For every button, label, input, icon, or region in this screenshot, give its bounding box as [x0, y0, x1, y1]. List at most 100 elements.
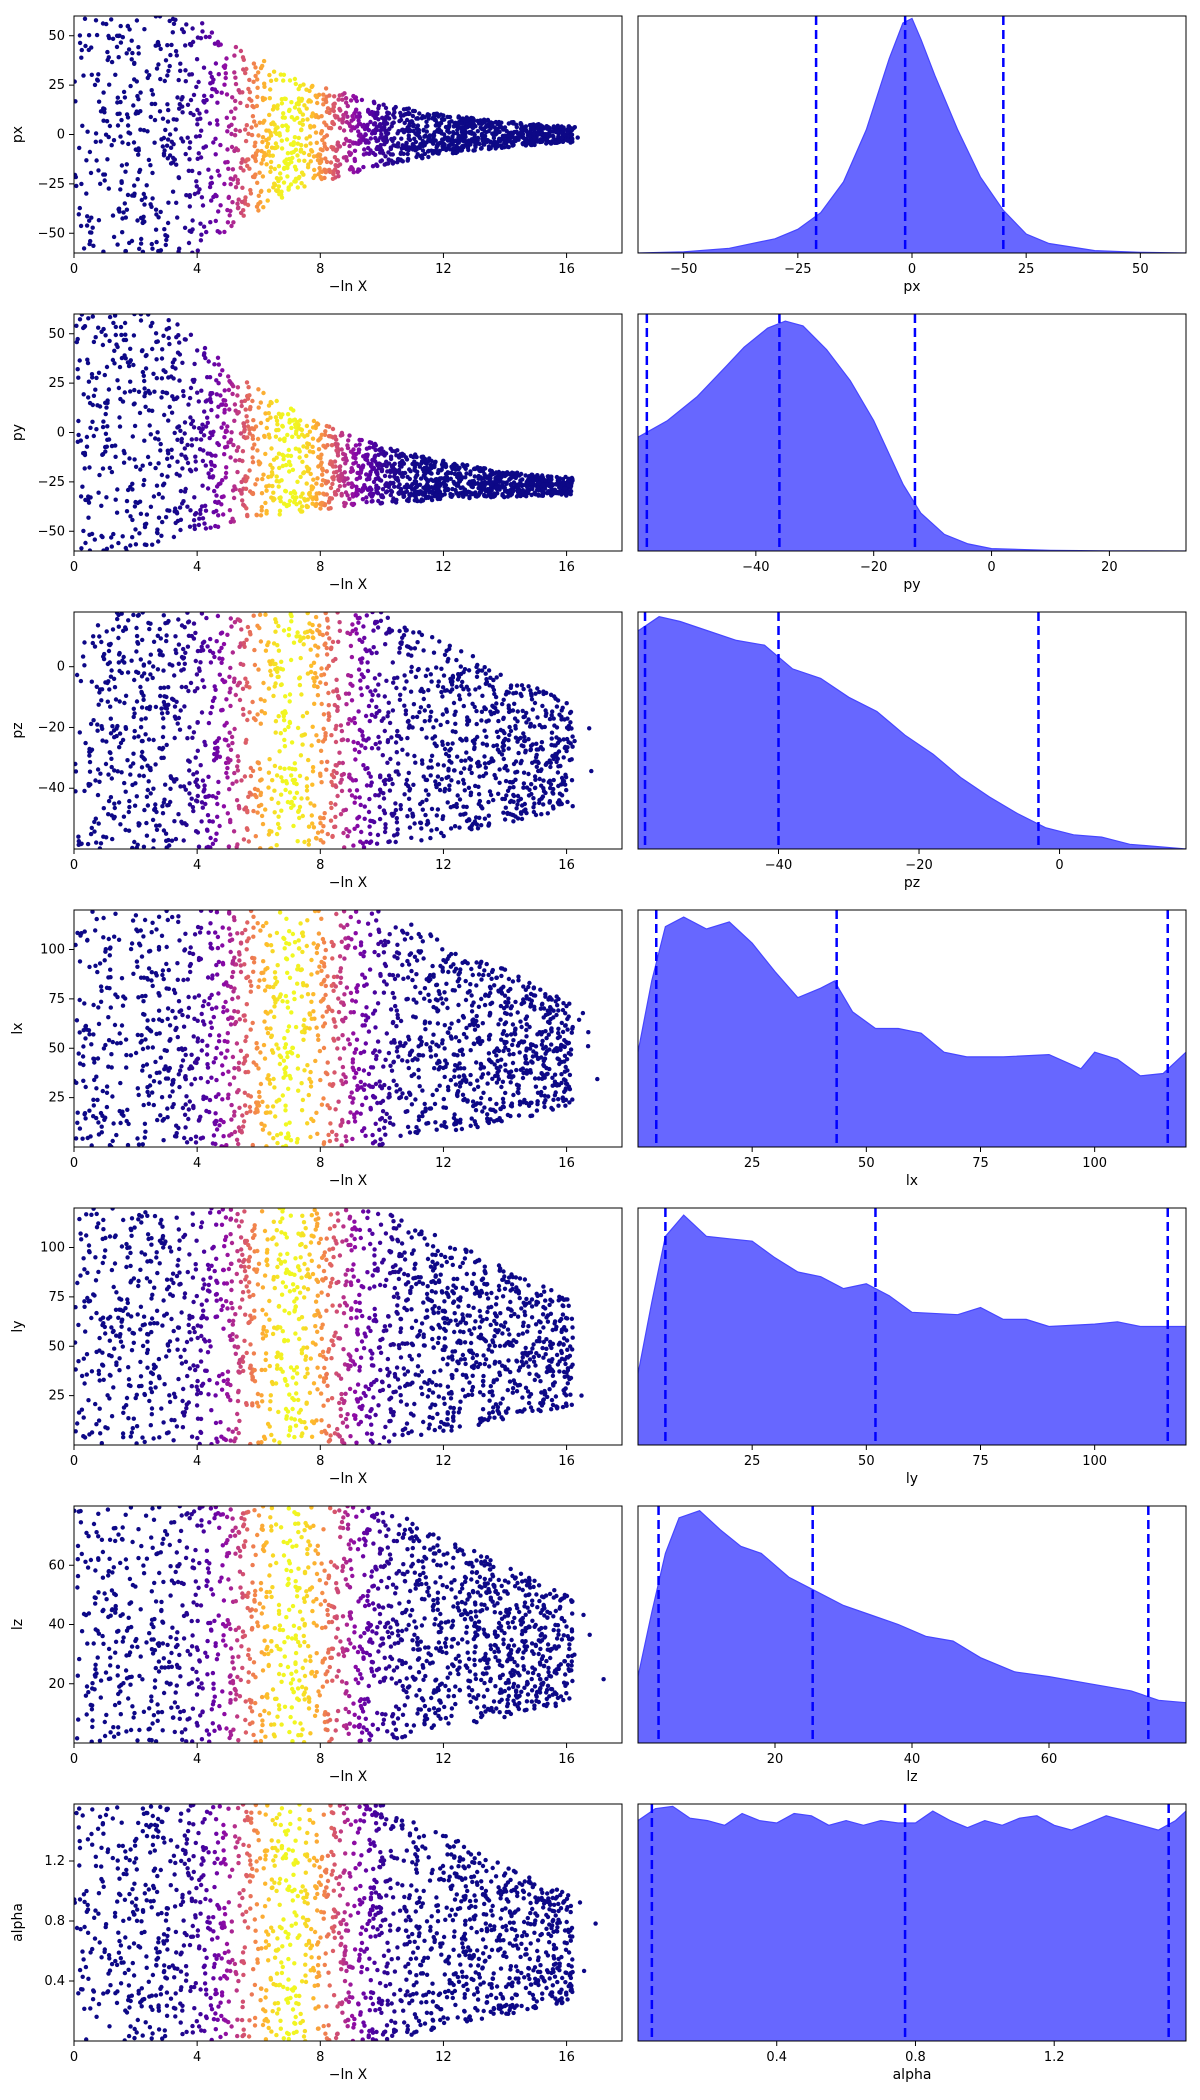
- sample-point: [376, 734, 381, 740]
- sample-point: [348, 98, 354, 103]
- sample-point: [305, 469, 311, 474]
- sample-point: [183, 43, 188, 48]
- sample-point: [253, 140, 258, 145]
- sample-point: [128, 772, 133, 777]
- sample-point: [191, 772, 196, 777]
- sample-point: [141, 373, 146, 378]
- sample-point: [497, 780, 502, 785]
- sample-point: [294, 495, 299, 500]
- sample-point: [500, 493, 505, 498]
- sample-point: [422, 151, 428, 157]
- sample-point: [195, 748, 200, 753]
- sample-point: [231, 679, 237, 684]
- sample-point: [274, 773, 280, 778]
- sample-point: [89, 531, 95, 537]
- sample-point: [256, 201, 261, 207]
- sample-point: [93, 387, 98, 392]
- sample-point: [386, 777, 392, 782]
- sample-point: [120, 230, 125, 235]
- sample-point: [446, 774, 451, 779]
- sample-point: [247, 790, 252, 795]
- sample-point: [95, 722, 100, 727]
- sample-point: [160, 495, 165, 500]
- sample-point: [126, 828, 132, 833]
- sample-point: [123, 356, 128, 361]
- sample-point: [115, 100, 120, 105]
- sample-point: [144, 353, 149, 358]
- sample-point: [84, 191, 89, 196]
- sample-point: [255, 94, 260, 100]
- sample-point: [160, 745, 166, 751]
- sample-point: [76, 432, 81, 438]
- sample-point: [225, 147, 230, 152]
- sample-point: [325, 759, 330, 764]
- sample-point: [280, 423, 285, 429]
- sample-point: [142, 524, 148, 530]
- sample-point: [342, 503, 347, 509]
- sample-point: [241, 213, 246, 218]
- sample-point: [423, 788, 429, 793]
- sample-point: [482, 140, 487, 145]
- sample-point: [453, 467, 458, 472]
- sample-point: [537, 776, 542, 782]
- sample-point: [379, 446, 384, 451]
- sample-point: [111, 676, 117, 681]
- sample-point: [408, 689, 414, 694]
- sample-point: [568, 720, 573, 725]
- sample-point: [405, 151, 410, 157]
- sample-point: [496, 791, 501, 796]
- sample-point: [406, 498, 411, 504]
- sample-point: [381, 796, 387, 801]
- sample-point: [555, 476, 561, 482]
- sample-point: [449, 778, 454, 783]
- sample-point: [361, 763, 366, 768]
- sample-point: [127, 27, 132, 32]
- sample-point: [185, 460, 191, 466]
- sample-point: [268, 668, 273, 674]
- sample-point: [488, 675, 493, 680]
- sample-point: [267, 435, 272, 440]
- sample-point: [274, 188, 279, 193]
- sample-point: [161, 716, 166, 721]
- sample-point: [427, 718, 432, 723]
- sample-point: [541, 778, 546, 783]
- sample-point: [384, 138, 390, 143]
- sample-point: [226, 743, 231, 748]
- sample-point: [154, 339, 159, 345]
- sample-point: [210, 794, 215, 799]
- sample-point: [497, 125, 502, 130]
- sample-point: [376, 498, 381, 504]
- sample-point: [174, 162, 179, 167]
- sample-point: [129, 658, 134, 663]
- sample-point: [188, 508, 193, 513]
- sample-point: [365, 660, 370, 665]
- sample-point: [182, 446, 187, 451]
- sample-point: [176, 333, 181, 338]
- sample-point: [258, 639, 264, 644]
- sample-point: [394, 750, 399, 755]
- sample-point: [201, 224, 207, 229]
- sample-point: [425, 818, 430, 824]
- sample-point: [462, 766, 467, 771]
- sample-point: [500, 480, 505, 485]
- sample-point: [310, 444, 315, 449]
- sample-point: [532, 785, 538, 791]
- sample-point: [369, 461, 374, 467]
- sample-point: [232, 418, 237, 423]
- sample-point: [87, 465, 92, 470]
- sample-point: [271, 641, 277, 646]
- sample-point: [275, 422, 280, 427]
- scatter-points: [74, 314, 575, 551]
- sample-point: [160, 483, 166, 488]
- sample-point: [514, 683, 520, 688]
- sample-point: [413, 760, 418, 765]
- sample-point: [264, 128, 269, 133]
- sample-point: [250, 455, 255, 460]
- sample-point: [197, 516, 202, 521]
- sample-point: [194, 672, 200, 677]
- sample-point: [119, 770, 124, 775]
- sample-point: [123, 215, 128, 220]
- sample-point: [215, 100, 220, 105]
- x-tick-label: 4: [193, 560, 201, 575]
- sample-point: [250, 114, 256, 119]
